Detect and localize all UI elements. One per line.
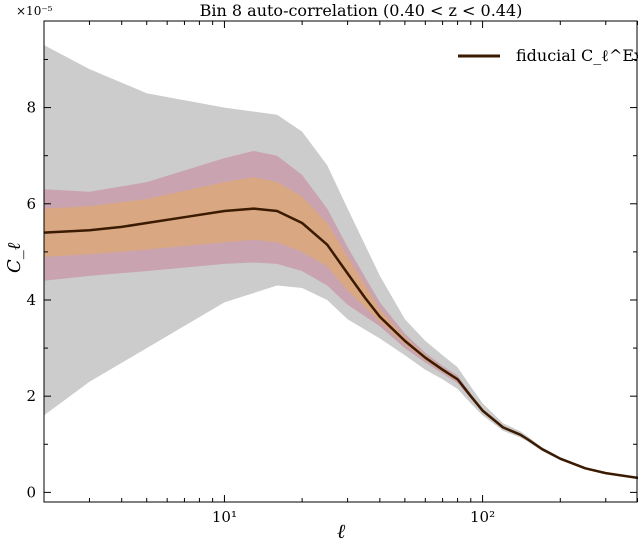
y-ticks: 0 2 4 6 8 [26,58,637,501]
legend-entry: fiducial C_ℓ^Ex [516,46,638,65]
y-scale-label: ×10⁻⁵ [16,4,53,18]
y-tick-label: 2 [26,387,36,405]
y-tick-label: 8 [26,99,36,117]
uncertainty-bands [44,45,638,479]
x-tick-label: 10² [470,508,495,526]
series-lines [43,207,638,480]
y-tick-label: 0 [26,483,36,501]
x-ticks: 10¹ 10² [43,21,638,526]
y-axis-label: C_ℓ [4,242,25,273]
plot-frame [43,20,638,503]
legend: fiducial C_ℓ^Ex [458,46,638,65]
y-tick-label: 4 [26,291,36,309]
y-tick-label: 6 [26,195,36,213]
x-tick-label: 10¹ [212,508,237,526]
chart-title: Bin 8 auto-correlation (0.40 < z < 0.44) [200,1,523,20]
band-2 [44,177,638,479]
series-line-0 [43,207,638,480]
x-axis-label: ℓ [337,519,346,543]
